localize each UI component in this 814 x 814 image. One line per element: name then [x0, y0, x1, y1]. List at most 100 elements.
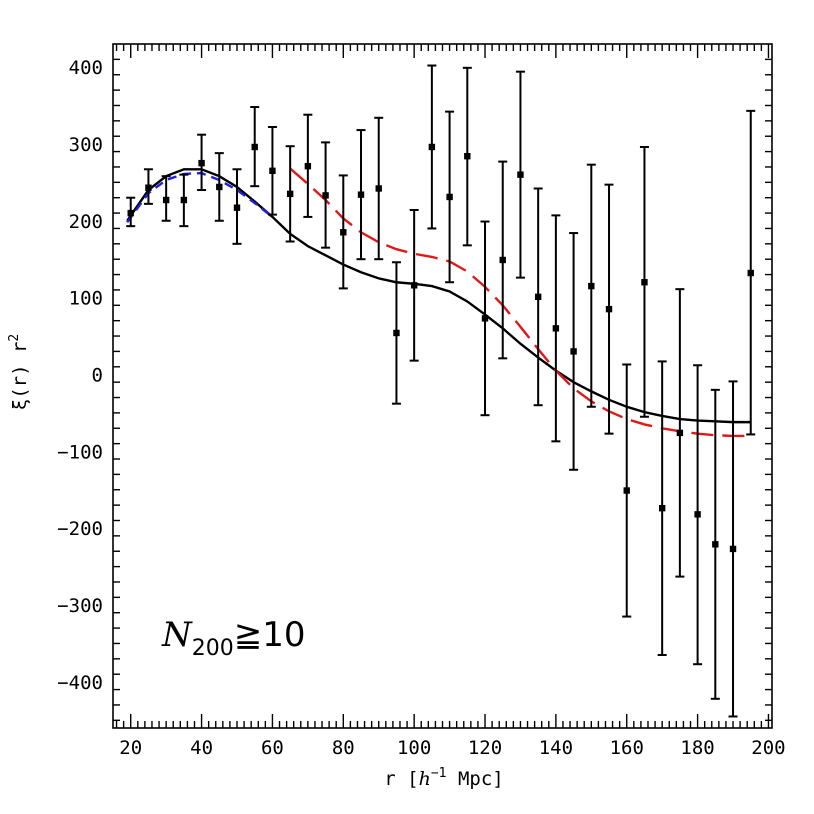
- y-axis-label: ξ(r) r2: [7, 334, 31, 410]
- point-marker: [127, 209, 134, 217]
- data-point: [604, 183, 614, 435]
- data-point: [586, 163, 596, 408]
- data-point: [232, 168, 242, 245]
- point-marker: [428, 143, 436, 151]
- data-point: [462, 66, 472, 247]
- y-tick-label: 300: [69, 134, 103, 156]
- data-point: [498, 160, 508, 360]
- data-point: [693, 364, 703, 666]
- point-marker: [340, 229, 347, 236]
- data-point: [197, 133, 207, 192]
- y-tick-label: −400: [57, 672, 103, 694]
- data-point: [639, 145, 649, 418]
- y-tick-label: 0: [92, 364, 103, 386]
- data-point: [214, 152, 224, 222]
- data-point: [445, 110, 455, 284]
- point-marker: [251, 143, 258, 151]
- point-marker: [605, 305, 613, 313]
- y-tick-label: −300: [57, 595, 103, 617]
- point-marker: [286, 190, 294, 198]
- point-marker: [729, 545, 737, 553]
- data-point: [356, 129, 366, 261]
- point-marker: [481, 315, 489, 322]
- data-point: [675, 288, 685, 578]
- data-point: [409, 209, 419, 362]
- point-marker: [747, 269, 754, 277]
- sample-annotation: N200≧10: [161, 615, 306, 661]
- x-tick-label: 120: [468, 737, 502, 759]
- point-marker: [304, 162, 312, 170]
- y-tick-label: 200: [69, 211, 103, 233]
- point-marker: [446, 193, 453, 201]
- data-point: [533, 187, 543, 407]
- data-point: [285, 145, 295, 243]
- x-axis-label: r [h−1 Mpc]: [384, 766, 503, 790]
- data-point: [746, 109, 756, 436]
- data-point: [622, 363, 632, 618]
- point-marker: [552, 325, 560, 332]
- point-marker: [641, 279, 648, 286]
- point-marker: [499, 256, 506, 264]
- point-marker: [198, 159, 205, 167]
- point-marker: [588, 282, 595, 290]
- point-marker: [658, 504, 666, 512]
- point-marker: [712, 541, 719, 548]
- plot-area: [126, 64, 756, 718]
- y-tick-label: −100: [57, 441, 103, 463]
- point-marker: [517, 171, 524, 178]
- point-marker: [233, 204, 241, 211]
- x-tick-label: 180: [680, 737, 714, 759]
- data-point: [179, 173, 189, 228]
- point-marker: [375, 185, 382, 192]
- x-tick-label: 40: [190, 737, 213, 759]
- x-tick-label: 160: [610, 737, 644, 759]
- data-point: [267, 126, 277, 216]
- point-marker: [269, 167, 276, 175]
- point-marker: [464, 153, 471, 160]
- ticks: [113, 44, 772, 728]
- plot-frame: [112, 43, 773, 729]
- point-marker: [676, 429, 684, 437]
- y-tick-label: 100: [69, 288, 103, 310]
- y-tick-label: −200: [57, 518, 103, 540]
- data-point: [728, 380, 738, 718]
- point-marker: [410, 282, 418, 289]
- y-tick-label: 400: [69, 57, 103, 79]
- x-tick-label: 60: [261, 737, 284, 759]
- x-tick-labels: 20 40 60 80 100 120 140 160 180 200: [119, 737, 785, 759]
- data-point: [161, 175, 171, 222]
- data-point: [710, 388, 720, 700]
- x-tick-label: 80: [332, 737, 355, 759]
- point-marker: [570, 348, 577, 355]
- data-point: [427, 64, 437, 230]
- point-marker: [145, 184, 152, 191]
- data-point: [126, 196, 136, 228]
- data-point: [551, 214, 561, 443]
- data-point: [657, 360, 667, 656]
- data-point: [303, 113, 313, 218]
- data-point: [338, 174, 348, 290]
- x-tick-label: 200: [751, 737, 785, 759]
- data-point: [480, 220, 490, 417]
- y-tick-labels: −400 −300 −200 −100 0 100 200 300 400: [57, 57, 103, 694]
- data-point: [569, 232, 579, 471]
- data-point: [374, 116, 384, 261]
- x-tick-label: 20: [119, 737, 142, 759]
- point-marker: [162, 196, 170, 204]
- point-marker: [393, 329, 400, 337]
- x-tick-label: 100: [397, 737, 431, 759]
- point-marker: [322, 192, 329, 199]
- model-curve-1: [126, 168, 751, 424]
- point-marker: [180, 196, 188, 204]
- data-point: [143, 168, 153, 205]
- data-point: [250, 106, 260, 188]
- model-curve-3: [289, 167, 751, 438]
- data-point: [391, 261, 401, 405]
- data-point: [321, 141, 331, 249]
- data-point: [515, 70, 525, 279]
- point-marker: [623, 487, 630, 494]
- point-marker: [534, 293, 542, 301]
- x-tick-label: 140: [539, 737, 573, 759]
- point-marker: [216, 183, 223, 191]
